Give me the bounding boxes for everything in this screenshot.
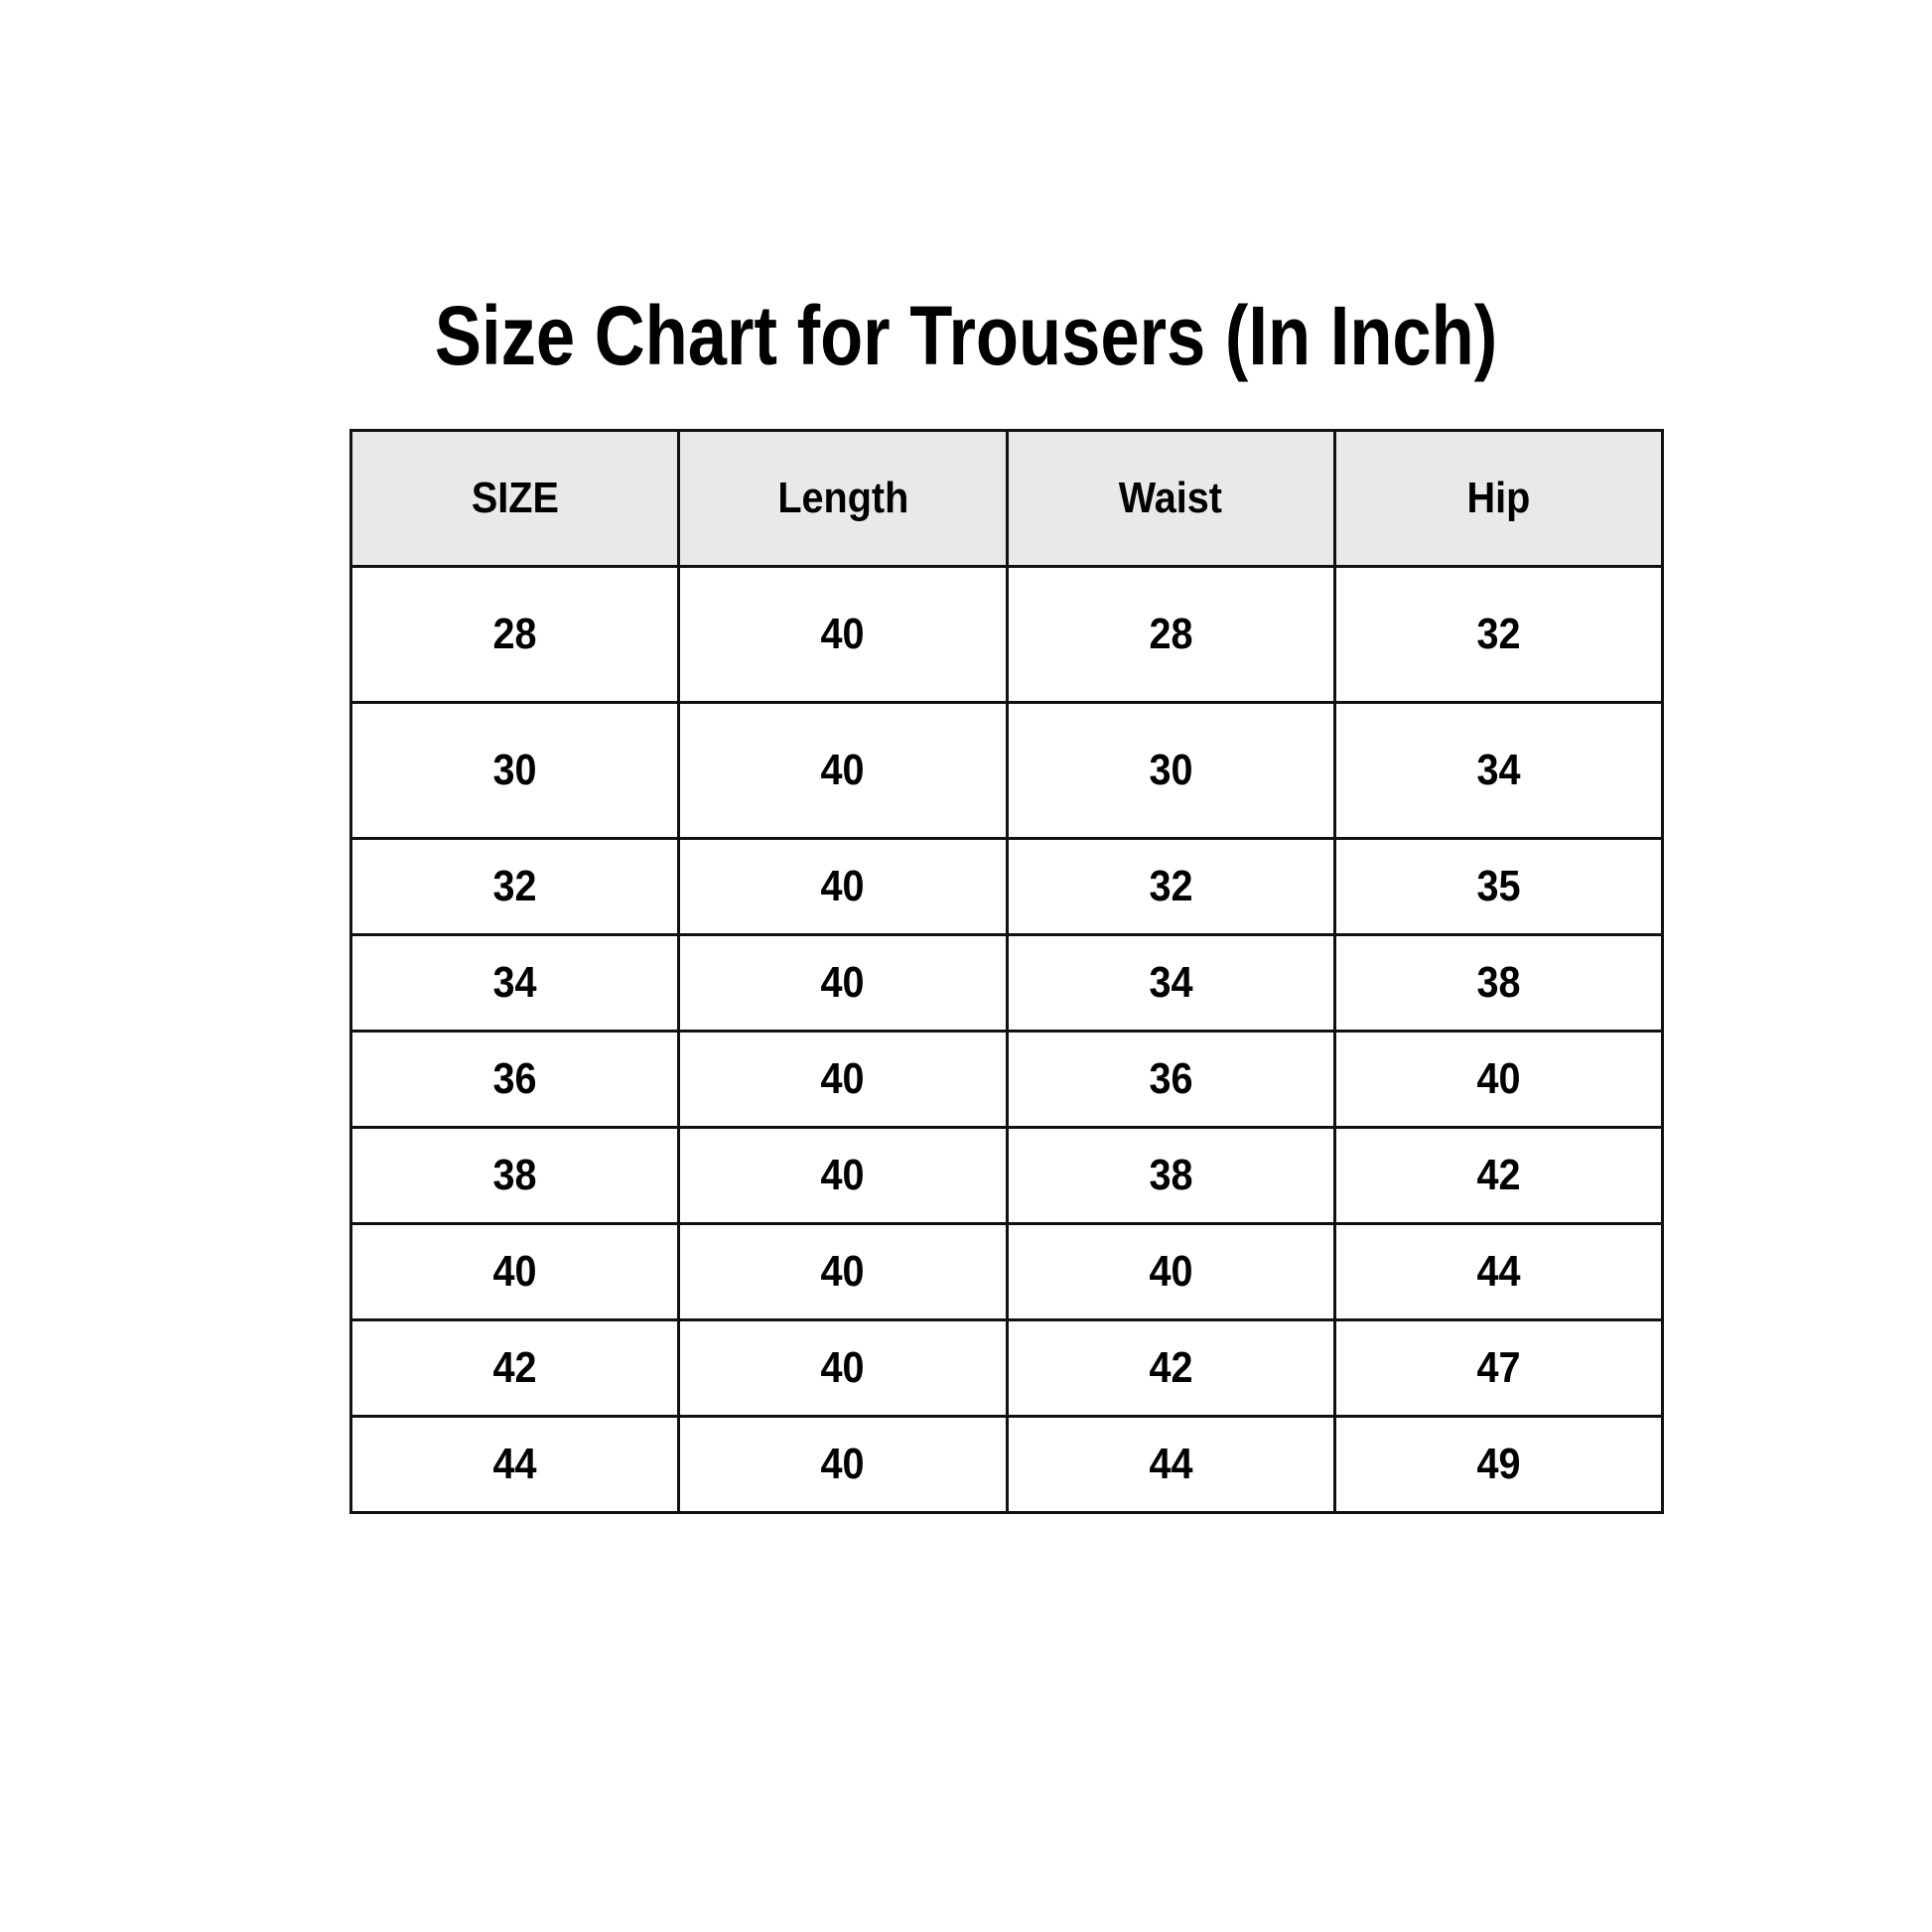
page-title-text: Size Chart for Trousers (In Inch) <box>434 289 1498 382</box>
table-cell: 40 <box>677 701 1009 840</box>
table-cell: 40 <box>348 1222 681 1321</box>
cell-value: 40 <box>820 1343 865 1392</box>
cell-value: 40 <box>1476 1054 1521 1103</box>
table-cell: 47 <box>1332 1318 1665 1418</box>
cell-value: 30 <box>492 746 537 794</box>
table-row: 40 40 40 44 <box>348 1222 1665 1321</box>
table-cell: 36 <box>348 1030 681 1129</box>
cell-value: 34 <box>492 958 537 1007</box>
table-cell: 40 <box>677 1415 1009 1514</box>
cell-value: 40 <box>820 1440 865 1488</box>
cell-value: 49 <box>1476 1440 1521 1488</box>
table-cell: 36 <box>1005 1030 1336 1129</box>
table-row: 36 40 36 40 <box>348 1030 1665 1129</box>
table-cell: 40 <box>677 565 1009 704</box>
cell-value: 42 <box>1476 1151 1521 1199</box>
cell-value: 32 <box>492 862 537 910</box>
cell-value: 40 <box>820 610 865 658</box>
cell-value: 40 <box>820 1247 865 1296</box>
table-row: 42 40 42 47 <box>348 1318 1665 1418</box>
cell-value: 40 <box>492 1247 537 1296</box>
table-cell: 40 <box>677 1318 1009 1418</box>
table-row: 30 40 30 34 <box>348 701 1665 840</box>
table-cell: 49 <box>1332 1415 1665 1514</box>
table-cell: 38 <box>1005 1126 1336 1225</box>
table-cell: 32 <box>1005 837 1336 936</box>
table-cell: 40 <box>677 1126 1009 1225</box>
table-row: 44 40 44 49 <box>348 1415 1665 1514</box>
table-cell: 28 <box>1005 565 1336 704</box>
cell-value: 38 <box>1476 958 1521 1007</box>
cell-value: 30 <box>1149 746 1193 794</box>
table-cell: 44 <box>1005 1415 1336 1514</box>
header-row: SIZE Length Waist Hip <box>348 429 1665 568</box>
table-cell: 34 <box>1332 701 1665 840</box>
table-cell: 34 <box>1005 933 1336 1033</box>
table-cell: 32 <box>348 837 681 936</box>
table-cell: 28 <box>348 565 681 704</box>
column-header-waist: Waist <box>1005 429 1336 568</box>
table-cell: 42 <box>348 1318 681 1418</box>
cell-value: 28 <box>492 610 537 658</box>
table-row: 28 40 28 32 <box>348 565 1665 704</box>
table-cell: 40 <box>677 1222 1009 1321</box>
table-row: 34 40 34 38 <box>348 933 1665 1033</box>
cell-value: 38 <box>492 1151 537 1199</box>
table-cell: 38 <box>348 1126 681 1225</box>
cell-value: 44 <box>492 1440 537 1488</box>
cell-value: 44 <box>1149 1440 1193 1488</box>
table-cell: 30 <box>348 701 681 840</box>
cell-value: 40 <box>1149 1247 1193 1296</box>
cell-value: 28 <box>1149 610 1193 658</box>
cell-value: 40 <box>820 958 865 1007</box>
table-cell: 44 <box>348 1415 681 1514</box>
table-cell: 38 <box>1332 933 1665 1033</box>
cell-value: 44 <box>1476 1247 1521 1296</box>
cell-value: 42 <box>492 1343 537 1392</box>
column-header-hip: Hip <box>1332 429 1665 568</box>
cell-value: 42 <box>1149 1343 1193 1392</box>
column-header-length: Length <box>677 429 1009 568</box>
cell-value: 40 <box>820 862 865 910</box>
cell-value: 36 <box>1149 1054 1193 1103</box>
cell-value: 47 <box>1476 1343 1521 1392</box>
table-cell: 40 <box>677 1030 1009 1129</box>
cell-value: 40 <box>820 746 865 794</box>
cell-value: 34 <box>1149 958 1193 1007</box>
column-header-label: SIZE <box>471 474 559 522</box>
table-cell: 34 <box>348 933 681 1033</box>
column-header-label: Waist <box>1119 474 1223 522</box>
table-cell: 40 <box>677 933 1009 1033</box>
cell-value: 35 <box>1476 862 1521 910</box>
cell-value: 40 <box>820 1151 865 1199</box>
page-title: Size Chart for Trousers (In Inch) <box>0 294 1932 377</box>
table-cell: 40 <box>677 837 1009 936</box>
table-cell: 40 <box>1005 1222 1336 1321</box>
table-cell: 42 <box>1332 1126 1665 1225</box>
table-cell: 44 <box>1332 1222 1665 1321</box>
table-row: 38 40 38 42 <box>348 1126 1665 1225</box>
cell-value: 36 <box>492 1054 537 1103</box>
cell-value: 40 <box>820 1054 865 1103</box>
size-chart-table: SIZE Length Waist Hip 28 40 28 32 30 40 30 34 32 40 3… <box>348 429 1665 1514</box>
table-cell: 32 <box>1332 565 1665 704</box>
cell-value: 32 <box>1476 610 1521 658</box>
cell-value: 34 <box>1476 746 1521 794</box>
cell-value: 38 <box>1149 1151 1193 1199</box>
table-cell: 40 <box>1332 1030 1665 1129</box>
table-cell: 30 <box>1005 701 1336 840</box>
column-header-label: Length <box>776 474 908 522</box>
table-row: 32 40 32 35 <box>348 837 1665 936</box>
table-cell: 42 <box>1005 1318 1336 1418</box>
cell-value: 32 <box>1149 862 1193 910</box>
column-header-label: Hip <box>1466 474 1531 522</box>
table-cell: 35 <box>1332 837 1665 936</box>
column-header-size: SIZE <box>348 429 681 568</box>
